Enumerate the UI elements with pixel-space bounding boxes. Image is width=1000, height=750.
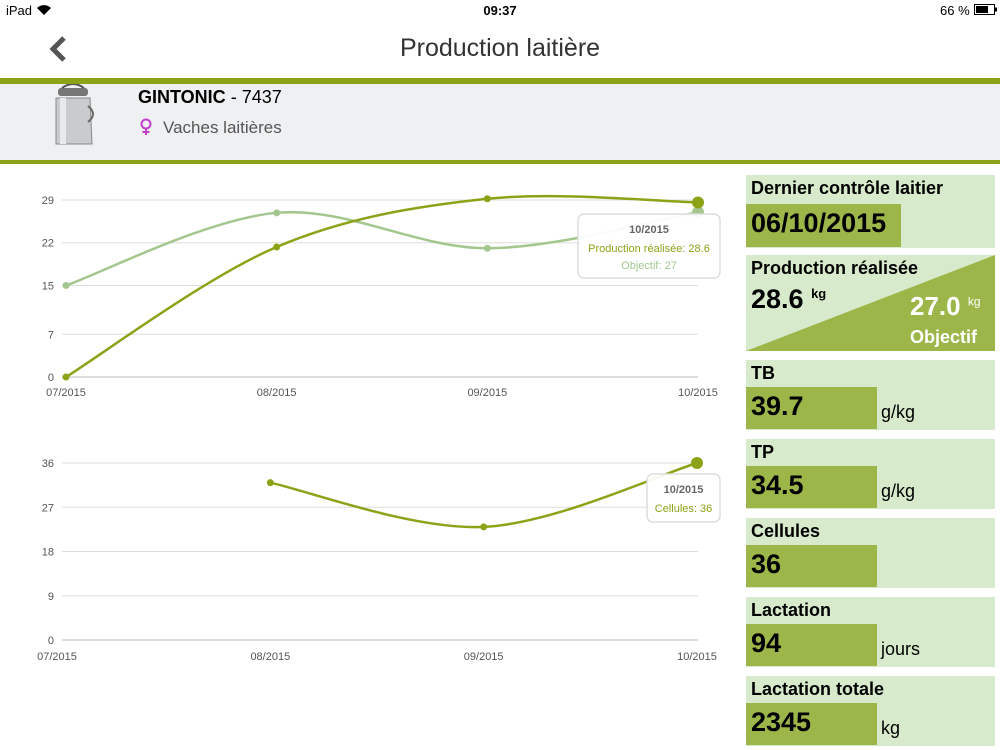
- y-tick-label: 0: [48, 372, 54, 384]
- wifi-icon: [37, 5, 51, 15]
- x-tick-label: 09/2015: [467, 387, 507, 399]
- card: Lactation totale 2345 kg: [746, 676, 995, 746]
- card-value: 28.6: [751, 284, 804, 314]
- tooltip: [577, 213, 721, 279]
- series-line: [65, 194, 699, 379]
- data-point: [62, 281, 70, 289]
- battery-icon: [974, 4, 997, 15]
- card-label: TP: [751, 442, 775, 462]
- animal-band: [0, 84, 1000, 160]
- series-line: [270, 461, 698, 529]
- card-label: Dernier contrôle laitier: [751, 178, 944, 198]
- card-unit: kg: [811, 286, 827, 301]
- card-value: 94: [751, 628, 782, 658]
- y-tick-label: 36: [42, 458, 54, 470]
- objective-triangle: [746, 255, 995, 351]
- card-unit: g/kg: [881, 481, 916, 501]
- animal-separator: -: [230, 87, 237, 107]
- animal-title: GINTONIC - 7437: [138, 87, 282, 108]
- card-value: 06/10/2015: [751, 208, 887, 238]
- animal-number: 7437: [241, 87, 282, 107]
- y-tick-label: 27: [42, 502, 54, 514]
- card-bar: [746, 624, 877, 666]
- tooltip: [646, 473, 721, 523]
- tooltip-line: Objectif: 27: [621, 260, 677, 272]
- animal-category: Vaches laitières: [163, 118, 282, 137]
- device-name: iPad: [6, 3, 33, 18]
- x-tick-label: 07/2015: [46, 387, 86, 399]
- x-tick-label: 09/2015: [464, 651, 504, 663]
- data-point: [691, 457, 703, 469]
- back-button[interactable]: [48, 36, 68, 62]
- tooltip-line: Production réalisée: 28.6: [588, 243, 710, 255]
- card-label: Production réalisée: [751, 258, 919, 278]
- data-point: [483, 244, 491, 252]
- y-tick-label: 29: [42, 195, 54, 207]
- card-bar: [746, 204, 901, 247]
- charts: 0 7 15 22 29 07/2015 08/2015 09/2015 10/2015 10/2…: [37, 194, 721, 663]
- x-tick-label: 10/2015: [678, 387, 718, 399]
- y-tick-label: 7: [48, 329, 54, 341]
- clock: 09:37: [483, 3, 517, 18]
- card-bar: [746, 703, 877, 745]
- x-tick-label: 07/2015: [37, 651, 77, 663]
- objective-value: 27.0: [910, 291, 961, 321]
- y-tick-label: 22: [42, 238, 54, 250]
- tooltip-title: 10/2015: [629, 224, 669, 236]
- data-point: [483, 195, 491, 203]
- y-tick-label: 0: [48, 635, 54, 647]
- data-point: [692, 196, 704, 209]
- y-tick-label: 18: [42, 547, 54, 559]
- card: Cellules 36: [746, 518, 995, 588]
- x-tick-label: 08/2015: [250, 651, 290, 663]
- card-value: 2345: [751, 707, 812, 737]
- tooltip-line: Cellules: 36: [655, 503, 712, 515]
- card-bar: [746, 466, 877, 508]
- header-rule: [0, 78, 1000, 84]
- card-value: 39.7: [751, 391, 804, 421]
- card-label: Cellules: [751, 521, 821, 541]
- animal-name: GINTONIC: [138, 87, 226, 107]
- data-point: [273, 243, 281, 251]
- card-unit: kg: [881, 718, 901, 738]
- card: Dernier contrôle laitier 06/10/2015: [746, 175, 995, 248]
- tooltip-title: 10/2015: [664, 484, 704, 496]
- objective-unit: kg: [967, 294, 981, 309]
- y-tick-label: 9: [48, 591, 54, 603]
- card-label: Lactation totale: [751, 679, 885, 699]
- card-value-group: 28.6 kg: [751, 284, 826, 315]
- card-value: 34.5: [751, 470, 804, 500]
- data-point: [273, 209, 281, 217]
- battery-level: 66 %: [940, 3, 970, 18]
- objective-label: Objectif: [910, 327, 978, 347]
- data-point: [62, 373, 70, 381]
- card-unit: g/kg: [881, 402, 916, 422]
- x-tick-label: 08/2015: [257, 387, 297, 399]
- card-bar: [746, 545, 877, 587]
- card-unit: jours: [881, 639, 921, 659]
- milk-can-icon: [55, 84, 94, 145]
- card-value: 36: [751, 549, 782, 579]
- female-icon: [140, 118, 152, 135]
- card: Lactation 94 jours: [746, 597, 995, 667]
- page-title: Production laitière: [399, 34, 601, 62]
- y-tick-label: 15: [42, 280, 54, 292]
- card-label: TB: [751, 363, 775, 383]
- card-bar: [746, 387, 877, 429]
- x-tick-label: 10/2015: [677, 651, 717, 663]
- data-point: [266, 479, 274, 487]
- card: TB 39.7 g/kg: [746, 360, 995, 430]
- card: TP 34.5 g/kg: [746, 439, 995, 509]
- card: Production réalisée 28.6 kg 27.0 kg Obje…: [746, 255, 995, 351]
- animal-rule: [0, 160, 1000, 164]
- card-label: Lactation: [751, 600, 832, 620]
- data-point: [480, 523, 488, 531]
